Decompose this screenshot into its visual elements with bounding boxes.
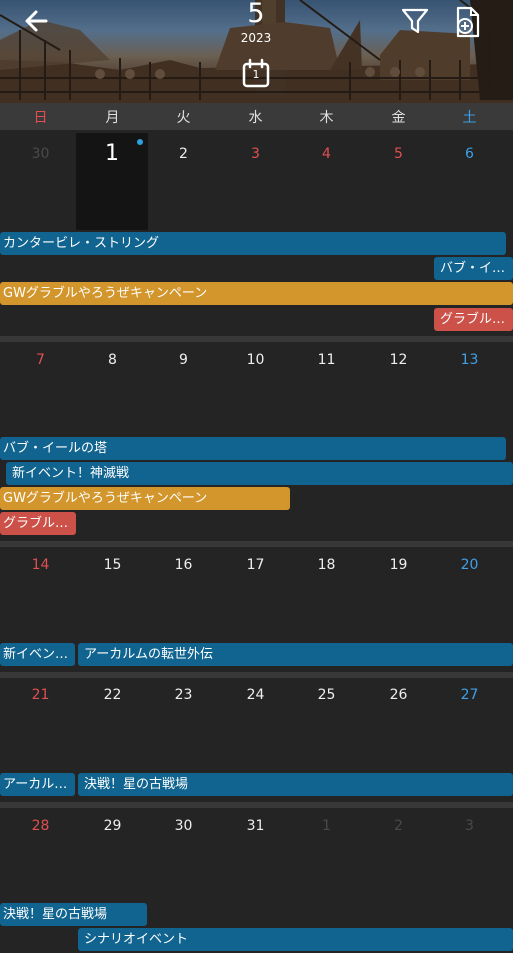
event-bar[interactable]: バブ・イ… — [434, 257, 513, 280]
event-bar[interactable]: アーカルムの転世外伝 — [78, 643, 513, 666]
calendar-header: 5 2023 1 — [0, 0, 513, 103]
day-cell[interactable]: 29 — [103, 818, 122, 834]
event-bar[interactable]: GWグラブルやろうぜキャンペーン — [0, 487, 290, 510]
day-cell-next-month[interactable]: 1 — [322, 818, 331, 834]
day-cell[interactable]: 8 — [108, 352, 117, 368]
day-cell-next-month[interactable]: 3 — [465, 818, 474, 834]
day-cell[interactable]: 26 — [389, 687, 408, 703]
day-cell[interactable]: 15 — [103, 557, 122, 573]
week-divider — [0, 336, 513, 342]
calendar-icon — [242, 58, 270, 88]
event-bar[interactable]: シナリオイベント — [78, 928, 513, 951]
day-cell-sunday[interactable]: 28 — [31, 818, 50, 834]
today-date-label: 1 — [252, 68, 260, 81]
weekday-thursday: 木 — [319, 110, 334, 126]
event-bar[interactable]: グラブル… — [0, 512, 76, 535]
week-divider — [0, 541, 513, 547]
event-bar[interactable]: 決戦！星の古戦場 — [78, 773, 513, 796]
add-document-icon — [456, 6, 480, 38]
day-cell[interactable]: 10 — [246, 352, 265, 368]
pirate-ship-background — [0, 0, 513, 103]
back-button[interactable] — [22, 6, 52, 36]
day-cell[interactable]: 19 — [389, 557, 408, 573]
weekday-friday: 金 — [391, 110, 406, 126]
week-divider — [0, 672, 513, 678]
day-cell[interactable]: 23 — [174, 687, 193, 703]
add-event-button[interactable] — [452, 6, 482, 38]
month-number[interactable]: 5 — [247, 0, 265, 29]
day-cell-sunday[interactable]: 14 — [31, 557, 50, 573]
day-cell[interactable]: 25 — [317, 687, 336, 703]
filter-button[interactable] — [400, 6, 430, 36]
day-cell-saturday[interactable]: 6 — [465, 146, 474, 162]
weekday-tuesday: 火 — [176, 110, 191, 126]
day-cell[interactable]: 11 — [317, 352, 336, 368]
weekday-wednesday: 水 — [248, 110, 263, 126]
weekday-sunday: 日 — [33, 110, 48, 126]
weekday-header: 日 月 火 水 木 金 土 — [0, 103, 513, 130]
arrow-left-icon — [25, 10, 48, 32]
day-cell[interactable]: 22 — [103, 687, 122, 703]
day-cell[interactable]: 18 — [317, 557, 336, 573]
weekday-monday: 月 — [105, 110, 120, 126]
event-bar[interactable]: カンタービレ・ストリング — [0, 232, 506, 255]
day-cell[interactable]: 16 — [174, 557, 193, 573]
day-number-today: 1 — [105, 141, 119, 166]
day-cell-next-month[interactable]: 2 — [394, 818, 403, 834]
today-button[interactable]: 1 — [241, 58, 271, 88]
weekday-saturday: 土 — [462, 110, 477, 126]
event-bar[interactable]: GWグラブルやろうぜキャンペーン — [0, 282, 513, 305]
day-cell[interactable]: 30 — [174, 818, 193, 834]
day-cell[interactable]: 9 — [179, 352, 188, 368]
event-bar[interactable]: 決戦！星の古戦場 — [0, 903, 147, 926]
event-bar[interactable]: バブ・イールの塔 — [0, 437, 506, 460]
day-cell-sunday[interactable]: 21 — [31, 687, 50, 703]
event-bar[interactable]: 新イベン… — [0, 643, 75, 666]
day-cell[interactable]: 2 — [179, 146, 188, 162]
event-bar[interactable]: グラブル… — [434, 308, 513, 331]
day-cell-saturday[interactable]: 20 — [460, 557, 479, 573]
day-cell[interactable]: 30 — [31, 146, 50, 162]
today-cell[interactable]: 1 — [76, 133, 148, 230]
event-bar[interactable]: 新イベント！神滅戦 — [6, 462, 513, 485]
day-cell-saturday[interactable]: 27 — [460, 687, 479, 703]
day-cell-holiday[interactable]: 5 — [394, 146, 403, 162]
day-cell[interactable]: 31 — [246, 818, 265, 834]
day-cell[interactable]: 12 — [389, 352, 408, 368]
day-cell[interactable]: 24 — [246, 687, 265, 703]
day-cell-holiday[interactable]: 4 — [322, 146, 331, 162]
filter-icon — [401, 8, 429, 34]
event-bar[interactable]: アーカル… — [0, 773, 75, 796]
week-divider — [0, 802, 513, 808]
day-cell-sunday[interactable]: 7 — [36, 352, 45, 368]
event-dot-indicator — [137, 139, 143, 145]
day-cell-holiday[interactable]: 3 — [251, 146, 260, 162]
day-cell-saturday[interactable]: 13 — [460, 352, 479, 368]
day-cell[interactable]: 17 — [246, 557, 265, 573]
year-number[interactable]: 2023 — [240, 31, 272, 45]
